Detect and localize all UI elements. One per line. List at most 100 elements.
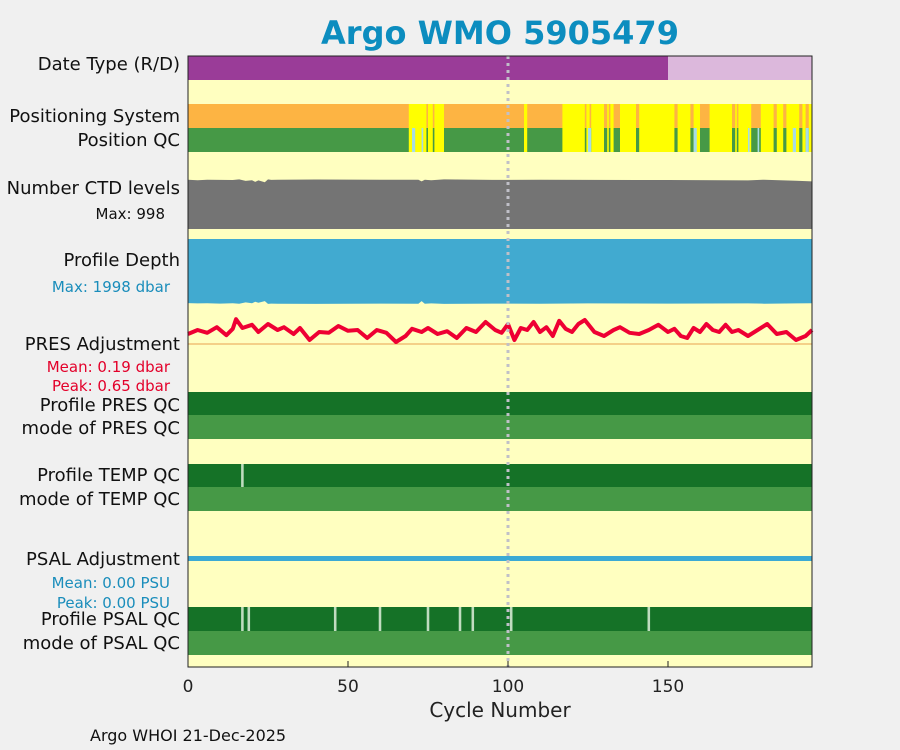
profile-psal-qc-flag [241,607,244,631]
position-qc-argos-segment [428,128,433,152]
chart-title: Argo WMO 5905479 [321,14,679,52]
positioning-argos-segment [786,104,800,128]
date-type-realtime-band [668,56,812,80]
psal-adjustment-line [188,556,812,561]
position-qc-argos-segment [776,128,784,152]
position-qc-argos-segment [620,128,636,152]
position-qc-probable-segment [693,128,697,152]
label-positioning-system: Positioning System [9,106,180,127]
position-qc-probable-segment [421,128,424,152]
label-mode-psal-qc: mode of PSAL QC [23,633,180,654]
positioning-argos-segment [802,104,806,128]
pres-peak-label: Peak: 0.65 dbar [52,377,171,395]
label-profile-depth: Profile Depth [63,250,180,271]
label-mode-pres-qc: mode of PRES QC [22,418,180,439]
profile-psal-qc-flag [247,607,251,631]
positioning-argos-segment [735,104,737,128]
position-qc-argos-segment [524,128,528,152]
date-type-delayed-band [188,56,668,80]
profile-psal-qc-band [188,607,812,631]
label-ctd-levels: Number CTD levels [7,178,180,199]
x-axis-label: Cycle Number [429,698,571,722]
positioning-argos-segment [586,104,590,128]
position-qc-argos-segment [677,128,691,152]
positioning-gps-band [188,104,812,128]
profile-depth-area [188,239,812,304]
label-position-qc: Position QC [77,130,180,151]
position-qc-argos-segment [591,128,604,152]
positioning-argos-segment [524,104,528,128]
x-tick-label: 150 [652,677,684,697]
positioning-argos-segment [620,104,636,128]
position-qc-probable-segment [588,128,592,152]
position-qc-argos-segment [808,128,812,152]
label-profile-temp-qc: Profile TEMP QC [37,465,180,486]
profile-pres-qc-band [188,392,812,415]
position-qc-argos-segment [709,128,732,152]
positioning-argos-segment [760,104,774,128]
ctd-max-label: Max: 998 [96,205,165,223]
position-qc-probable-segment [792,128,796,152]
positioning-argos-segment [408,104,427,128]
mode-temp-qc-band [188,487,812,511]
position-qc-argos-segment [639,128,675,152]
position-qc-probable-segment [757,128,760,152]
label-mode-temp-qc: mode of TEMP QC [19,489,180,510]
positioning-argos-segment [738,104,752,128]
profile-psal-qc-flag [458,607,462,631]
x-tick-label: 0 [183,677,194,697]
x-tick-label: 100 [492,677,524,697]
profile-psal-qc-flag [471,607,475,631]
position-qc-argos-segment [607,128,609,152]
positioning-argos-segment [610,104,614,128]
psal-peak-label: Peak: 0.00 PSU [57,594,170,612]
profile-psal-qc-flag [378,607,382,631]
profile-psal-qc-flag [333,607,337,631]
profile-psal-qc-flag [647,607,651,631]
profile-psal-qc-flag [509,607,513,631]
positioning-argos-segment [428,104,433,128]
positioning-argos-segment [434,104,444,128]
x-tick-label: 50 [337,677,359,697]
position-qc-argos-segment [735,128,737,152]
positioning-argos-segment [677,104,691,128]
positioning-argos-segment [709,104,732,128]
profile-temp-qc-flag [241,464,244,487]
pres-mean-label: Mean: 0.19 dbar [47,358,171,376]
plot-background [188,56,812,667]
positioning-argos-segment [607,104,609,128]
pres-adjustment-line [187,317,814,344]
profile-temp-qc-band [188,464,812,487]
position-qc-argos-segment [434,128,444,152]
label-date-type: Date Type (R/D) [38,54,180,75]
ctd-levels-area [188,179,812,229]
plot-frame [187,55,813,668]
position-qc-probable-segment [412,128,416,152]
positioning-argos-segment [693,104,700,128]
position-qc-argos-segment [408,128,427,152]
position-qc-argos-segment [760,128,774,152]
x-axis: 0 50 100 150 [183,661,684,697]
label-profile-psal-qc: Profile PSAL QC [41,609,180,630]
positioning-argos-segment [639,104,675,128]
label-profile-pres-qc: Profile PRES QC [40,395,180,416]
position-qc-probable-segment [805,128,809,152]
position-qc-argos-segment [562,128,585,152]
psal-mean-label: Mean: 0.00 PSU [52,574,170,592]
position-qc-good-band [188,128,812,152]
mode-psal-qc-band [188,631,812,655]
footer-credit: Argo WHOI 21-Dec-2025 [90,726,286,745]
chart-marks [187,56,814,655]
positioning-argos-segment [591,104,604,128]
label-pres-adjustment: PRES Adjustment [25,334,180,355]
position-qc-probable-segment [748,128,750,152]
positioning-argos-segment [776,104,784,128]
positioning-argos-segment [808,104,812,128]
depth-max-label: Max: 1998 dbar [52,278,171,296]
mode-pres-qc-band [188,415,812,439]
position-qc-argos-segment [610,128,614,152]
positioning-argos-segment [562,104,585,128]
label-psal-adjustment: PSAL Adjustment [26,549,180,570]
position-qc-argos-segment [802,128,806,152]
